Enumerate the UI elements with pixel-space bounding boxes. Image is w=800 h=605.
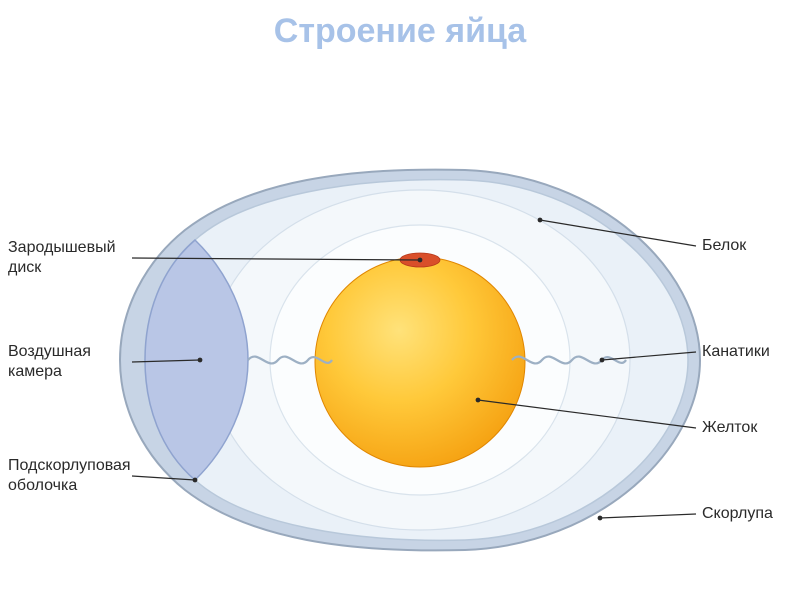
label-germ-disc: Зародышевый диск	[8, 238, 116, 278]
label-membrane: Подскорлуповая оболочка	[8, 456, 131, 496]
page-title: Строение яйца	[0, 12, 800, 51]
label-yolk: Желток	[702, 418, 757, 438]
yolk-shape	[315, 257, 525, 467]
label-albumen: Белок	[702, 236, 746, 256]
egg-diagram: Зародышевый диск Воздушная камера Подско…	[0, 80, 800, 600]
egg-svg	[0, 80, 800, 600]
label-chalaza: Канатики	[702, 342, 770, 362]
label-air-cell: Воздушная камера	[8, 342, 91, 382]
label-shell: Скорлупа	[702, 504, 773, 524]
